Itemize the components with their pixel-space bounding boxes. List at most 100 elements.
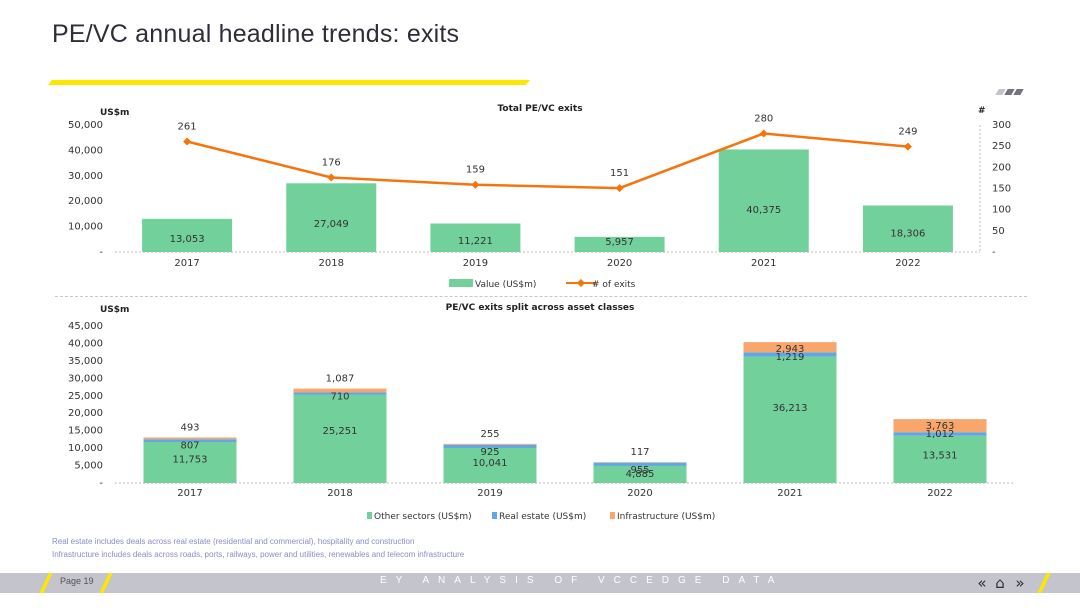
chart2-y-tick: 30,000 [68,373,103,384]
chart2-x-tick: 2022 [927,488,952,499]
chart2-y-tick: 25,000 [68,391,103,402]
footer-bar [0,573,1080,593]
chart2-bar-2020-real-estate [593,462,687,466]
chart2-x-tick: 2019 [477,488,502,499]
chart1-exits-label: 249 [898,127,917,138]
chart2-real-estate-label: 1,012 [926,429,955,440]
chart2-other-label: 4,885 [626,469,655,480]
chart1-exits-marker-2020 [615,184,624,193]
chart2-bar-2017-infrastructure [143,437,237,440]
chart1-exits-label: 176 [322,157,341,168]
chart2-bar-2022-other [893,435,987,483]
chart1-exits-marker-2019 [471,180,480,189]
chart1-y2-tick: 150 [992,184,1011,195]
chart1-y2-tick: 50 [992,226,1005,237]
chart1-bar-label: 13,053 [170,234,205,245]
footnotes: Real estate includes deals across real e… [52,535,464,561]
footnote-real-estate: Real estate includes deals across real e… [52,537,415,546]
chart1-y-tick: 20,000 [68,196,103,207]
chart2-x-tick: 2020 [627,488,652,499]
chart1-y2-tick: - [992,247,996,258]
chart2-bar-2020-other [593,465,687,483]
chart1-bar-label: 27,049 [314,219,349,230]
chart2-y-tick: 20,000 [68,408,103,419]
prev-page-icon[interactable]: « [977,574,987,592]
chart1-legend-swatch-value [449,279,473,287]
chart1-y-tick: - [99,247,103,258]
chart1-bar-2020 [574,236,665,252]
chart1-y-tick: 50,000 [68,120,103,131]
chart1-y2-tick: 200 [992,162,1011,173]
home-icon[interactable]: ⌂ [995,574,1005,592]
chart2-other-label: 10,041 [473,458,508,469]
chart2-legend-label: Real estate (US$m) [499,512,586,522]
chart1-bar-label: 5,957 [605,237,634,248]
chart2-y-tick: 15,000 [68,426,103,437]
chart1-exits-label: 280 [754,113,773,124]
chart2-real-estate-label: 807 [180,440,199,451]
chart2-bar-2021-infrastructure [743,342,837,353]
chart2-infrastructure-label: 2,943 [776,344,805,355]
chart1-bar-2017 [142,218,233,252]
chart1-exits-label: 159 [466,165,485,176]
chart2-bar-2022-real-estate [893,432,987,436]
chart2-y-tick: 40,000 [68,338,103,349]
chart2-infrastructure-label: 117 [630,447,649,458]
chart2-bar-2021-other [743,356,837,483]
chart1-exits-marker-2017 [183,137,192,146]
chart2-legend-swatch-infrastructure [610,512,615,519]
chart2-infrastructure-label: 1,087 [326,374,355,385]
chart1-y-tick: 30,000 [68,171,103,182]
chart2-bar-2019-infrastructure [443,443,537,445]
chart1-legend-marker-exits [577,279,585,287]
chart2-real-estate-label: 1,219 [776,352,805,363]
chart2-legend-swatch-real-estate [492,512,497,519]
chart2-bar-2017-other [143,441,237,483]
chart1-legend-label-value: Value (US$m) [475,280,536,290]
footnote-infrastructure: Infrastructure includes deals across roa… [52,550,465,559]
chart1-exits-label: 261 [178,122,197,133]
chart2-other-label: 25,251 [323,426,358,437]
chart1-exits-marker-2021 [759,129,768,138]
chart2-infrastructure-label: 493 [180,422,199,433]
chart2-bar-2018-infrastructure [293,388,387,393]
chart1-x-tick: 2021 [751,258,776,269]
chart1-title: Total PE/VC exits [497,104,582,114]
chart2-other-label: 11,753 [173,454,208,465]
chart2-legend-label: Other sectors (US$m) [374,512,472,522]
chart2-x-tick: 2017 [177,488,202,499]
chart1-bar-2022 [862,205,953,252]
chart2-y-tick: - [99,478,103,489]
chart1-legend-label-exits: # of exits [592,280,636,290]
chart2-infrastructure-label: 255 [480,429,499,440]
chart2-x-tick: 2018 [327,488,352,499]
chart2-real-estate-label: 710 [330,392,349,403]
chart1-x-tick: 2020 [607,258,632,269]
chart1-bar-label: 40,375 [746,205,781,216]
chart1-bar-label: 18,306 [890,228,925,239]
chart2-y-axis-label: US$m [100,305,129,315]
chart1-y-tick: 40,000 [68,145,103,156]
chart2-real-estate-label: 925 [480,447,499,458]
chart2-bar-2018-real-estate [293,392,387,395]
chart-separator [55,296,1027,297]
chart2-other-label: 13,531 [923,451,958,462]
chart1-bar-2018 [286,183,377,252]
chart1-y-axis-label: US$m [100,108,129,118]
chart2-x-tick: 2021 [777,488,802,499]
asset-class-exits-chart: PE/VC exits split across asset classes US… [68,303,1015,522]
chart1-exits-line [186,132,909,190]
chart2-bar-2019-other [443,447,537,483]
chart1-exits-label: 151 [610,168,629,179]
chart2-bar-2017-real-estate [143,439,237,442]
chart1-y2-tick: 100 [992,205,1011,216]
chart1-x-tick: 2022 [895,258,920,269]
chart2-infrastructure-label: 3,763 [926,421,955,432]
next-page-icon[interactable]: » [1015,574,1025,592]
chart2-bar-2018-other [293,394,387,483]
total-exits-chart: Total PE/VC exits US$m # - 10,000 20,000 30,00… [68,104,1011,290]
chart2-y-tick: 5,000 [74,461,103,472]
chart1-y2-axis-label: # [978,106,986,116]
chart2-other-label: 36,213 [773,403,808,414]
chart2-bar-2021-real-estate [743,352,837,357]
